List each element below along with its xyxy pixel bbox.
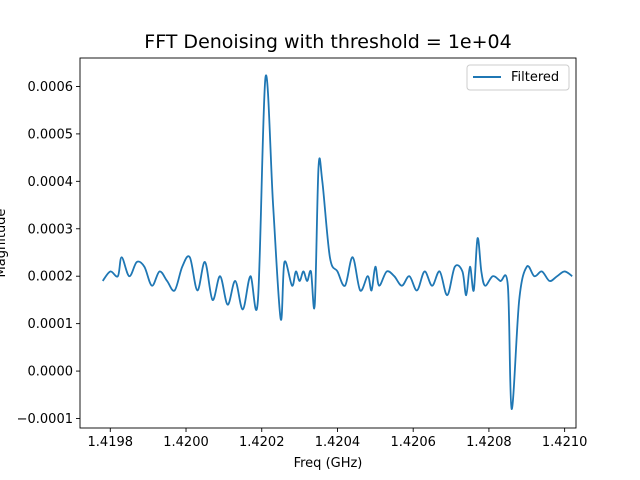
y-tick-label: 0.0000 [28, 365, 74, 380]
legend: Filtered [466, 64, 570, 91]
y-tick-label: 0.0006 [28, 80, 74, 95]
x-tick-label: 1.4204 [315, 435, 361, 450]
y-tick-label: 0.0004 [28, 175, 74, 190]
y-axis: −0.0001 0.0000 0.0001 0.0002 0.0003 0.0004 0.0… [17, 80, 80, 427]
x-tick-label: 1.4198 [88, 435, 134, 450]
x-axis: 1.4198 1.4200 1.4202 1.4204 1.4206 1.4208 1.42… [88, 428, 588, 450]
series-layer [101, 74, 573, 410]
x-tick-label: 1.4202 [239, 435, 285, 450]
y-tick-label: 0.0005 [28, 127, 74, 142]
y-axis-label: Magnitude [0, 209, 9, 278]
legend-label-filtered: Filtered [511, 70, 559, 85]
y-tick-label: 0.0001 [28, 317, 74, 332]
x-tick-label: 1.4208 [466, 435, 512, 450]
legend-box [466, 64, 570, 91]
series-line-filtered [101, 74, 573, 410]
y-tick-label: −0.0001 [17, 412, 73, 427]
x-tick-label: 1.4210 [542, 435, 588, 450]
x-axis-label: Freq (GHz) [294, 456, 363, 471]
x-tick-label: 1.4206 [390, 435, 436, 450]
plot-area-frame [79, 57, 577, 429]
x-tick-label: 1.4200 [163, 435, 209, 450]
y-tick-label: 0.0003 [28, 222, 74, 237]
y-tick-label: 0.0002 [28, 270, 74, 285]
chart-title: FFT Denoising with threshold = 1e+04 [144, 31, 511, 53]
